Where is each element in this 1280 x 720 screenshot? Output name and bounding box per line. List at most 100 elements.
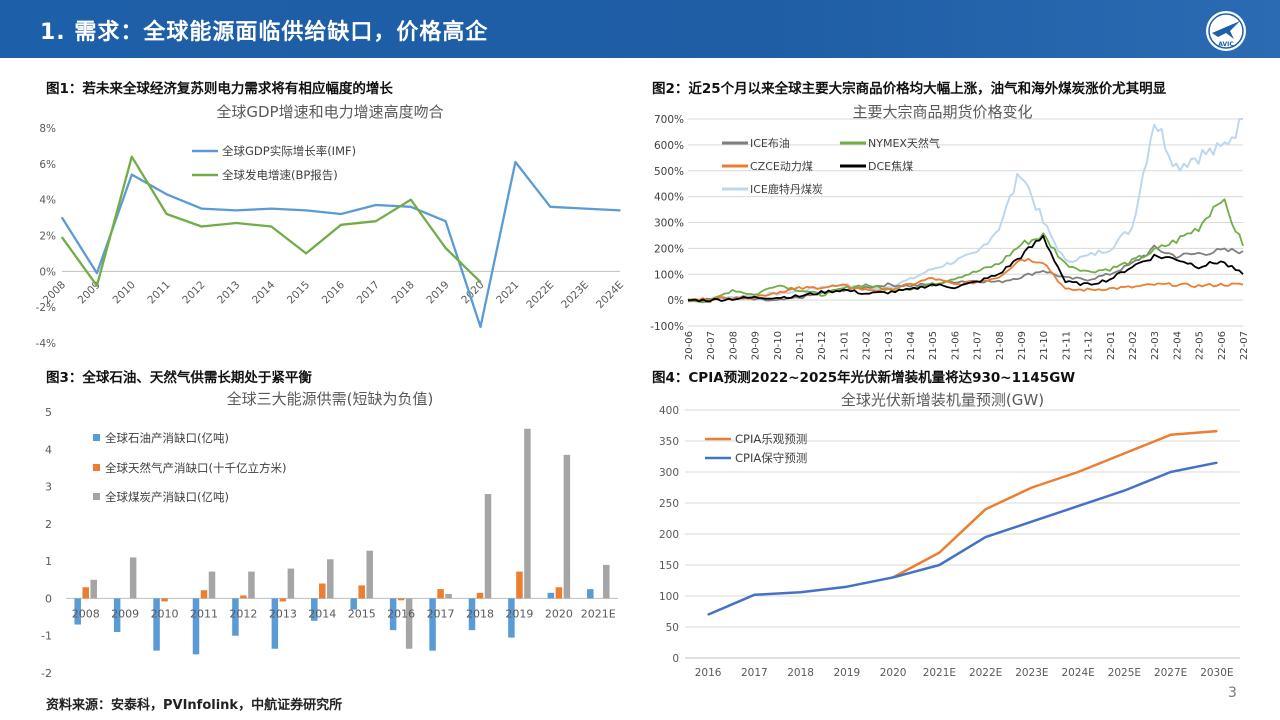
data-point — [938, 551, 941, 554]
data-point — [1031, 520, 1033, 523]
x-tick-label: 2016 — [320, 279, 348, 307]
y-tick-label: 100% — [654, 269, 684, 281]
commodity-price-chart: 主要大宗商品期货价格变化 -100% 0% 100% 200% 300% 400% 500% 6… — [640, 98, 1250, 360]
legend-swatch — [93, 493, 100, 500]
x-tick-label: 2021E — [581, 607, 616, 620]
x-tick-label: 2018 — [466, 607, 494, 620]
legend-label: 全球石油产消缺口(亿吨) — [105, 431, 229, 445]
data-point — [619, 209, 621, 212]
chart-svg: 全球光伏新增装机量预测(GW) 0 50 100 150 200 250 300 350 400 2… — [659, 391, 1240, 679]
x-tick-label: 21-12 — [1084, 331, 1095, 360]
bar-0 — [271, 598, 279, 649]
x-tick-label: 2027E — [1154, 667, 1187, 679]
data-point — [938, 564, 941, 566]
legend-label: CZCE动力煤 — [750, 160, 813, 173]
x-tick-label: 2018 — [787, 667, 814, 679]
data-point — [1123, 452, 1126, 455]
data-point — [96, 284, 98, 287]
bar-2 — [563, 454, 571, 599]
x-tick-label: 21-10 — [1039, 331, 1050, 360]
y-tick-label: 2% — [39, 231, 56, 243]
data-point — [1031, 486, 1033, 489]
data-point — [130, 155, 133, 158]
y-tick-label: 0% — [39, 266, 56, 278]
series-line-2 — [687, 257, 1244, 302]
legend-label: ICE鹿特丹煤炭 — [750, 182, 823, 196]
data-point — [479, 326, 482, 328]
chart-svg: 全球三大能源供需(短缺为负值) -2 -1 0 1 2 3 4 5 2008 2009 2010 201… — [41, 390, 618, 680]
series-line-1 — [687, 198, 1244, 304]
y-tick-label: 300 — [659, 467, 679, 479]
bar-2 — [603, 564, 610, 599]
bar-0 — [350, 598, 357, 610]
x-tick-label: 2010 — [151, 607, 179, 620]
chart-title: 全球三大能源供需(短缺为负值) — [227, 390, 434, 408]
y-tick-label: 50 — [666, 622, 679, 634]
x-tick-label: 20-08 — [728, 331, 739, 360]
y-tick-label: 0 — [45, 592, 52, 605]
x-tick-label: 22-02 — [1128, 331, 1139, 360]
source-note: 资料来源：安泰科，PVInfolink，中航证券研究所 — [46, 698, 343, 713]
bar-2 — [327, 559, 334, 599]
bar-0 — [311, 598, 318, 621]
data-point — [375, 220, 377, 222]
x-tick-label: 21-08 — [995, 331, 1006, 360]
x-tick-label: 2022E — [524, 279, 556, 311]
data-point — [1169, 434, 1172, 436]
data-point — [235, 209, 238, 212]
y-tick-label: -1 — [41, 630, 52, 643]
data-point — [444, 247, 447, 249]
y-tick-label: 200% — [654, 243, 684, 255]
bar-2 — [366, 550, 373, 599]
x-tick-label: 2010 — [110, 279, 137, 306]
data-point — [846, 585, 848, 588]
data-point — [235, 222, 238, 224]
y-tick-label: 600% — [654, 140, 684, 152]
legend-label: ICE布油 — [750, 136, 790, 150]
data-point — [130, 173, 133, 176]
data-point — [549, 206, 552, 208]
x-tick-label: 20-06 — [684, 331, 695, 360]
x-tick-label: 2009 — [111, 607, 139, 620]
bar-1 — [240, 595, 247, 599]
y-tick-label: 400% — [654, 192, 684, 204]
x-tick-label: 2014 — [250, 279, 278, 307]
bar-1 — [358, 585, 365, 599]
pv-installation-chart: 全球光伏新增装机量预测(GW) 0 50 100 150 200 250 300 350 400 2… — [640, 385, 1245, 685]
bar-0 — [587, 589, 594, 599]
x-tick-label: 2017 — [355, 279, 382, 306]
x-tick-label: 21-11 — [1061, 331, 1072, 360]
data-point — [270, 207, 273, 210]
bar-2 — [287, 568, 295, 599]
x-tick-label: 22-06 — [1217, 331, 1228, 360]
bar-1 — [397, 598, 405, 601]
data-point — [165, 213, 168, 215]
x-tick-label: 2024E — [1061, 667, 1094, 679]
bar-0 — [468, 598, 476, 631]
data-point — [479, 281, 482, 283]
x-tick-label: 2030E — [1200, 667, 1233, 679]
bar-2 — [248, 571, 255, 599]
legend-label: 全球GDP实际增长率(IMF) — [222, 144, 356, 158]
series-line-4 — [687, 118, 1243, 302]
data-point — [1169, 471, 1172, 473]
figure1-caption: 图1：若未来全球经济复苏则电力需求将有相应幅度的增长 — [46, 81, 393, 97]
data-point — [1077, 505, 1079, 507]
data-point — [1216, 461, 1218, 464]
y-tick-label: 6% — [39, 159, 56, 171]
chart-svg: 全球GDP增速和电力增速高度吻合-4%-2%0%2%4%6%8%2008 2009… — [36, 103, 627, 350]
x-tick-label: 2023E — [559, 279, 591, 311]
bar-1 — [437, 589, 444, 599]
y-tick-label: 1 — [45, 555, 52, 568]
x-tick-label: 22-03 — [1150, 331, 1161, 360]
x-tick-label: 2014 — [308, 607, 336, 620]
x-tick-label: 2024E — [594, 279, 626, 311]
y-tick-label: 4% — [39, 195, 56, 207]
data-point — [305, 209, 307, 212]
bar-2 — [90, 579, 97, 599]
data-point — [892, 576, 894, 579]
x-tick-label: 2020 — [545, 607, 573, 620]
data-point — [409, 206, 412, 208]
bar-1 — [279, 598, 287, 602]
chart-title: 全球GDP增速和电力增速高度吻合 — [216, 103, 443, 121]
